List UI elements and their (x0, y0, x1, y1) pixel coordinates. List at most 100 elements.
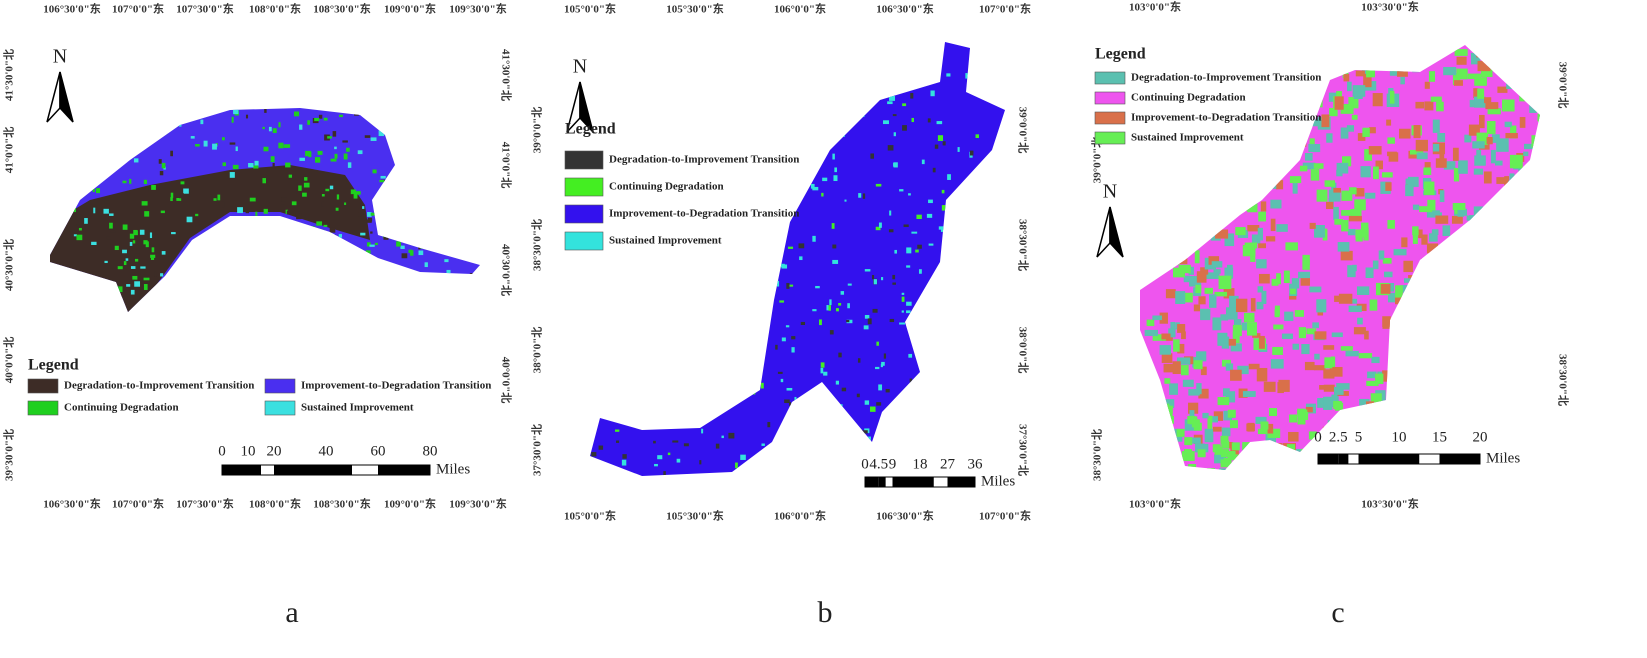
map-region (590, 42, 1005, 476)
map-pixel (75, 166, 80, 170)
map-pixel (306, 265, 309, 269)
map-pixel (1521, 299, 1530, 305)
map-pixel (752, 80, 755, 86)
map-pixel (440, 295, 445, 300)
map-pixel (665, 394, 672, 401)
map-pixel (963, 217, 967, 220)
map-pixel (1170, 321, 1176, 333)
map-pixel (1501, 191, 1511, 200)
map-pixel (394, 177, 399, 181)
map-pixel (1155, 246, 1169, 256)
map-pixel (1313, 163, 1324, 169)
map-pixel (435, 112, 439, 118)
map-pixel (1378, 45, 1391, 54)
map-pixel (66, 213, 69, 217)
map-pixel (339, 114, 343, 118)
map-pixel (380, 175, 386, 179)
map-pixel (406, 140, 412, 144)
map-pixel (400, 245, 405, 249)
map-pixel (1395, 285, 1403, 298)
top-tick-label: 109°30'0"东 (449, 2, 507, 16)
legend-title: Legend (1095, 46, 1146, 63)
map-pixel (449, 199, 455, 204)
map-pixel (1279, 131, 1293, 141)
map-pixel (342, 300, 346, 303)
top-tick-label: 107°0'0"东 (979, 2, 1031, 16)
map-pixel (1364, 192, 1376, 199)
map-pixel (1505, 233, 1515, 243)
map-pixel (633, 92, 636, 99)
map-pixel (1367, 371, 1377, 379)
map-pixel (735, 43, 739, 48)
map-pixel (1256, 301, 1264, 310)
map-pixel (991, 153, 997, 160)
map-pixel (1329, 366, 1343, 377)
map-pixel (451, 300, 457, 307)
map-pixel (183, 188, 189, 194)
map-pixel (1520, 239, 1534, 246)
map-pixel (717, 273, 722, 279)
legend-title: Legend (565, 121, 616, 138)
map-pixel (1140, 154, 1148, 163)
map-pixel (714, 327, 718, 331)
map-pixel (695, 137, 699, 141)
map-pixel (784, 399, 790, 404)
map-pixel (487, 117, 491, 120)
map-pixel (687, 249, 693, 252)
map-pixel (1459, 229, 1464, 243)
map-pixel (224, 257, 231, 264)
map-pixel (100, 171, 103, 175)
map-pixel (43, 301, 46, 306)
map-pixel (874, 48, 879, 54)
scale-bar-segment (947, 477, 975, 487)
map-pixel (1513, 388, 1522, 396)
map-pixel (379, 179, 385, 183)
map-pixel (630, 377, 634, 382)
map-pixel (1425, 293, 1438, 299)
map-pixel (1508, 404, 1522, 416)
legend-swatch (1094, 71, 1126, 85)
map-pixel (598, 445, 604, 450)
map-pixel (1483, 171, 1492, 184)
scale-bar-segment (1338, 454, 1349, 464)
map-pixel (240, 248, 246, 252)
map-pixel (1455, 422, 1467, 433)
map-pixel (715, 443, 720, 449)
map-pixel (355, 191, 361, 195)
map-pixel (150, 254, 156, 258)
map-pixel (488, 108, 490, 111)
map-pixel (1286, 144, 1300, 158)
map-pixel (133, 126, 138, 131)
map-pixel (1501, 375, 1512, 385)
map-pixel (359, 111, 365, 115)
map-pixel (984, 229, 988, 233)
legend-swatch (264, 378, 296, 394)
map-pixel (956, 410, 963, 416)
map-pixel (326, 279, 330, 284)
map-pixel (1365, 267, 1374, 278)
map-pixel (308, 151, 312, 158)
map-pixel (781, 337, 786, 342)
map-pixel (1529, 104, 1537, 113)
map-pixel (151, 247, 155, 253)
map-region (43, 108, 491, 312)
legend-swatch (27, 378, 59, 394)
map-pixel (1473, 168, 1484, 175)
map-pixel (704, 274, 710, 279)
map-pixel (1210, 203, 1223, 216)
map-pixel (423, 189, 428, 196)
map-pixel (1242, 442, 1251, 451)
map-pixel (1534, 346, 1540, 357)
map-pixel (1176, 357, 1191, 365)
map-pixel (1519, 410, 1532, 417)
map-pixel (1368, 146, 1382, 155)
map-pixel (329, 185, 334, 190)
map-pixel (1292, 448, 1302, 458)
map-pixel (876, 402, 882, 406)
map-pixel (1181, 331, 1186, 340)
map-pixel (318, 263, 322, 267)
map-pixel (1329, 107, 1338, 117)
map-pixel (1187, 56, 1201, 71)
map-pixel (1442, 225, 1451, 237)
map-pixel (862, 193, 866, 199)
